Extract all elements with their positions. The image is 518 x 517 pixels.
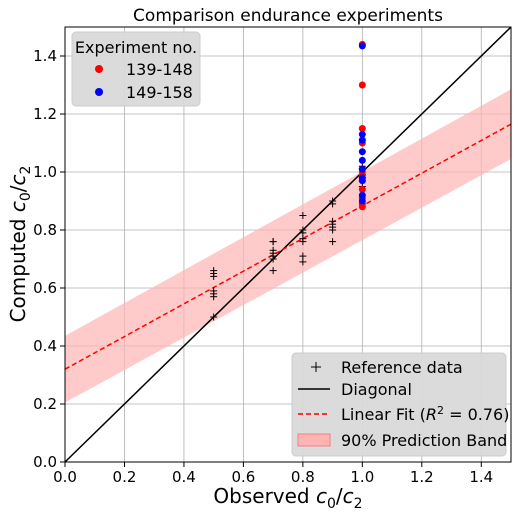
- x-axis-title-slash: /: [336, 484, 343, 508]
- y-axis-ticks: 0.0 0.2 0.4 0.6 0.8 1.0 1.2 1.4: [33, 47, 65, 471]
- y-axis-title-subscript-2: 2: [18, 166, 34, 175]
- reference-data-point: [210, 287, 218, 295]
- data-point-149-158: [358, 197, 366, 205]
- data-point-149-158: [358, 191, 366, 199]
- legend-label-149-158: 149-158: [126, 83, 193, 102]
- y-tick-label: 1.4: [33, 47, 57, 65]
- prediction-band: [65, 89, 511, 403]
- legend-label-linear-fit: Linear Fit (R2 = 0.76): [341, 404, 509, 424]
- chart-title: Comparison endurance experiments: [133, 6, 443, 26]
- reference-data-point: [210, 267, 218, 275]
- data-point-149-158: [358, 136, 366, 144]
- data-point-149-158: [358, 148, 366, 156]
- experiment-legend: Experiment no. 139-148 149-158: [71, 31, 201, 107]
- y-axis-title-slash: /: [6, 185, 30, 192]
- x-axis-title-subscript: 0: [327, 496, 336, 512]
- x-tick-label: 0.8: [291, 468, 315, 486]
- x-tick-label: 0.0: [53, 468, 77, 486]
- x-axis-title: Observed c0/c2: [213, 484, 362, 512]
- legend-label-diagonal: Diagonal: [341, 380, 412, 399]
- y-tick-label: 0.6: [33, 279, 57, 297]
- lines-layer: [64, 26, 512, 463]
- legend-label-reference: Reference data: [341, 358, 463, 377]
- y-tick-label: 0.2: [33, 395, 57, 413]
- data-point-139-148: [358, 81, 366, 89]
- reference-data-point: [269, 246, 277, 254]
- main-legend-box: [291, 352, 507, 457]
- data-point-149-158: [358, 130, 366, 138]
- x-axis-ticks: 0.0 0.2 0.4 0.6 0.8 1.0 1.2 1.4: [53, 462, 493, 486]
- reference-data-point: [269, 238, 277, 246]
- x-axis-title-symbol-2: c: [343, 484, 354, 508]
- x-axis-title-symbol: c: [316, 484, 327, 508]
- reference-data-point: [299, 226, 307, 234]
- x-tick-label: 1.2: [410, 468, 434, 486]
- reference-data-point: [210, 313, 218, 321]
- reference-data-point: [329, 238, 337, 246]
- x-tick-label: 0.4: [172, 468, 196, 486]
- reference-data-point: [329, 197, 337, 205]
- y-axis-title-subscript: 0: [18, 192, 34, 201]
- main-legend: Reference data Diagonal Linear Fit (R2 =…: [291, 352, 509, 457]
- reference-data-point: [269, 267, 277, 275]
- legend-marker-reference: [311, 362, 321, 372]
- legend-label-139-148: 139-148: [126, 60, 193, 79]
- x-tick-label: 0.2: [113, 468, 137, 486]
- experiment-legend-title: Experiment no.: [75, 38, 197, 57]
- y-tick-label: 1.0: [33, 163, 57, 181]
- y-tick-label: 1.2: [33, 105, 57, 123]
- data-point-139-148: [358, 125, 366, 132]
- x-axis-title-subscript-2: 2: [354, 496, 363, 512]
- legend-marker-139-148: [95, 65, 103, 73]
- y-axis-title-main: Computed: [6, 212, 30, 322]
- y-tick-label: 0.0: [33, 453, 57, 471]
- y-axis-title-symbol: c: [6, 201, 30, 212]
- data-point-149-158: [358, 165, 366, 173]
- linear-fit-line: [64, 123, 512, 370]
- x-axis-title-main: Observed: [213, 484, 316, 508]
- data-point-149-158: [358, 42, 366, 50]
- x-tick-label: 1.4: [469, 468, 493, 486]
- y-axis-title-symbol-2: c: [6, 174, 30, 185]
- reference-data-point: [329, 217, 337, 225]
- diagonal-line: [64, 26, 512, 463]
- legend-marker-band: [297, 433, 331, 447]
- legend-marker-149-158: [95, 88, 103, 96]
- x-tick-label: 0.6: [231, 468, 255, 486]
- data-point-139-148: [358, 203, 366, 211]
- reference-data-point: [299, 212, 307, 219]
- points-layer: [210, 40, 366, 321]
- prediction-band-layer: [65, 89, 511, 403]
- data-point-139-148: [358, 185, 366, 193]
- plot-frame: [64, 26, 512, 463]
- y-axis-title: Computed c0/c2: [6, 166, 34, 323]
- data-point-149-158: [358, 177, 366, 185]
- x-tick-label: 1.0: [350, 468, 374, 486]
- legend-label-band: 90% Prediction Band: [341, 431, 507, 450]
- y-tick-label: 0.8: [33, 221, 57, 239]
- reference-data-point: [299, 252, 307, 260]
- experiment-legend-box: [71, 31, 201, 107]
- data-point-149-158: [358, 156, 366, 164]
- y-tick-label: 0.4: [33, 337, 57, 355]
